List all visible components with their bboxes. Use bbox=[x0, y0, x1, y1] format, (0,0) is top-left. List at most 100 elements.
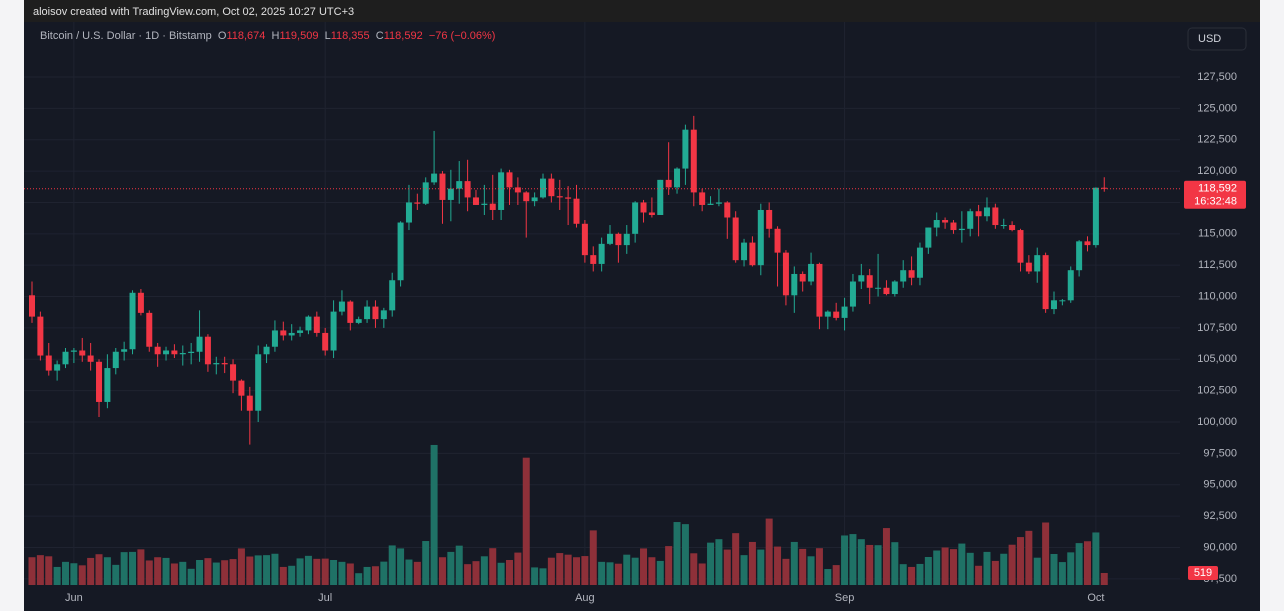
volume-bar bbox=[991, 560, 999, 585]
volume-bar bbox=[614, 563, 622, 585]
volume-bar bbox=[1000, 553, 1008, 585]
countdown: 16:32:48 bbox=[1194, 196, 1237, 208]
volume-bar bbox=[28, 557, 36, 585]
volume-bar bbox=[45, 556, 53, 585]
candle-body bbox=[414, 202, 421, 204]
candle-body bbox=[741, 242, 748, 261]
candle-body bbox=[1092, 187, 1099, 246]
candle-body bbox=[29, 295, 35, 317]
volume-bar bbox=[405, 559, 413, 585]
candle-body bbox=[54, 364, 61, 371]
volume-bar bbox=[170, 563, 178, 585]
volume-bar bbox=[279, 566, 287, 585]
candle-body bbox=[280, 330, 287, 336]
volume-bar bbox=[179, 561, 187, 585]
candle-body bbox=[841, 306, 848, 318]
volume-bar bbox=[447, 551, 455, 585]
volume-bar bbox=[807, 556, 815, 585]
volume-bar bbox=[556, 553, 564, 585]
volume-bar bbox=[472, 561, 480, 585]
candle-body bbox=[355, 319, 362, 323]
candle-body bbox=[380, 310, 387, 320]
candle-body bbox=[422, 182, 429, 204]
candle-body bbox=[221, 363, 228, 365]
candle-body bbox=[112, 351, 119, 369]
volume-bar bbox=[815, 548, 823, 585]
y-tick-label: 95,000 bbox=[1203, 479, 1237, 491]
candle-body bbox=[179, 353, 186, 355]
candle-body bbox=[405, 202, 412, 223]
x-tick-label: Oct bbox=[1087, 592, 1104, 604]
volume-bar bbox=[430, 444, 438, 585]
candle-body bbox=[263, 346, 270, 355]
candle-body bbox=[62, 351, 69, 365]
candle-body bbox=[674, 168, 681, 188]
candle-body bbox=[732, 217, 739, 261]
candle-body bbox=[757, 209, 764, 266]
candle-body bbox=[481, 203, 488, 205]
candle-body bbox=[37, 316, 44, 356]
volume-bar bbox=[958, 543, 966, 585]
candle-body bbox=[121, 349, 128, 352]
candle-body bbox=[104, 368, 111, 402]
currency[interactable]: USD bbox=[1198, 33, 1221, 45]
candle-body bbox=[1050, 300, 1057, 310]
candle-body bbox=[523, 192, 530, 202]
currency-button[interactable] bbox=[1187, 27, 1247, 51]
candle-body bbox=[648, 212, 655, 215]
candle-body bbox=[598, 243, 605, 264]
volume-bar bbox=[648, 557, 656, 585]
y-tick-label: 125,000 bbox=[1197, 102, 1237, 114]
candle-body bbox=[297, 330, 304, 333]
volume-bar bbox=[757, 549, 765, 585]
volume-bar bbox=[254, 555, 262, 585]
volume-bar bbox=[790, 541, 798, 585]
candle-body bbox=[766, 209, 773, 229]
volume-bar bbox=[882, 528, 890, 585]
volume-bar bbox=[564, 554, 572, 585]
candle-body bbox=[1017, 230, 1024, 263]
last-price-tag bbox=[1184, 180, 1246, 209]
candle-body bbox=[590, 255, 597, 264]
change: −76 (−0.06%) bbox=[428, 30, 496, 42]
candle-body bbox=[188, 351, 195, 354]
candle-body bbox=[548, 178, 555, 197]
x-tick-label: Jul bbox=[318, 592, 332, 604]
volume-bar bbox=[112, 564, 120, 585]
volume-bar bbox=[949, 549, 957, 585]
candle-body bbox=[322, 332, 329, 351]
top-bar bbox=[24, 0, 1260, 22]
volume-bar bbox=[212, 562, 220, 585]
candle-body bbox=[866, 275, 873, 288]
y-tick-label: 115,000 bbox=[1198, 228, 1237, 240]
volume-bar bbox=[237, 548, 245, 585]
candle-body bbox=[950, 222, 957, 231]
candle-body bbox=[816, 263, 823, 317]
volume-bar bbox=[1100, 572, 1108, 585]
candle-body bbox=[389, 280, 396, 311]
candle-body bbox=[607, 233, 614, 244]
ohlc-value: 118,355 bbox=[330, 30, 370, 42]
candle-body bbox=[933, 220, 940, 228]
volume-bar bbox=[380, 561, 388, 585]
volume-bar bbox=[799, 548, 807, 585]
volume-bar bbox=[933, 550, 941, 585]
volume-bar bbox=[413, 561, 421, 585]
candle-body bbox=[749, 242, 756, 266]
y-tick-label: 127,500 bbox=[1197, 71, 1237, 83]
volume-bar bbox=[288, 565, 296, 585]
volume-bar bbox=[983, 551, 991, 585]
volume-bar bbox=[857, 539, 865, 585]
candle-body bbox=[439, 173, 446, 200]
volume-bar bbox=[690, 553, 698, 585]
volume-bar bbox=[338, 561, 346, 585]
volume-bar bbox=[891, 542, 899, 585]
candle-body bbox=[774, 228, 781, 253]
volume-bar bbox=[1067, 552, 1075, 585]
y-tick-label: 90,000 bbox=[1203, 541, 1237, 553]
y-tick-label: 107,500 bbox=[1197, 322, 1237, 334]
volume-bar bbox=[623, 554, 631, 585]
volume-bar bbox=[832, 565, 840, 585]
ohlc-value: 119,509 bbox=[279, 30, 319, 42]
candle-body bbox=[129, 292, 136, 350]
